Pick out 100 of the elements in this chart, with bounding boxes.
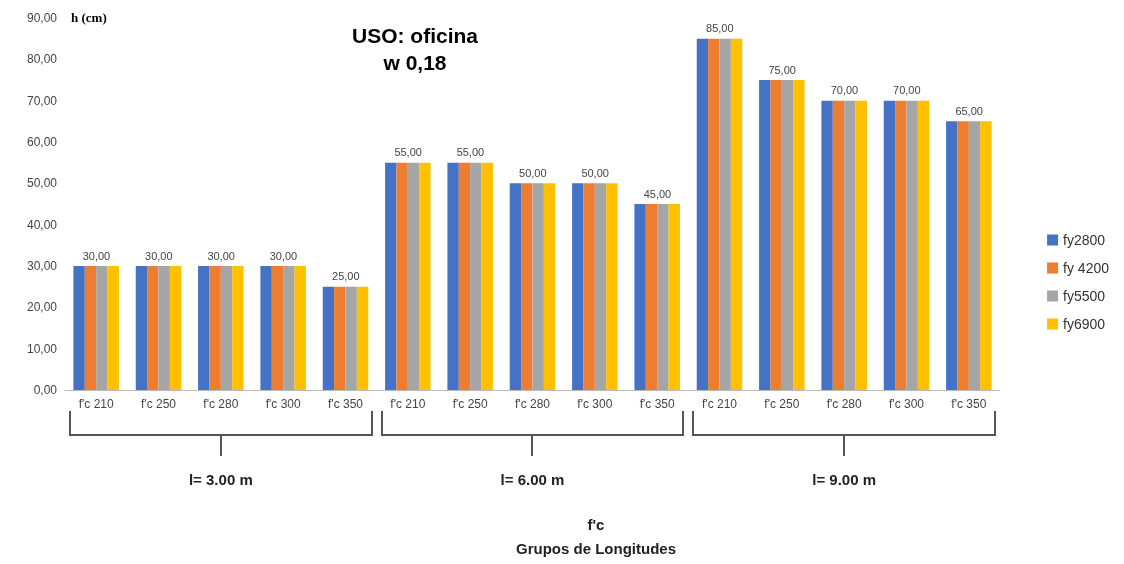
bar bbox=[470, 162, 482, 390]
bar bbox=[657, 204, 669, 390]
y-tick-label: 30,00 bbox=[26, 259, 58, 273]
text: l= 6.00 m bbox=[500, 471, 565, 488]
bar bbox=[385, 162, 397, 390]
x-tick-label: f'c 300 bbox=[265, 397, 301, 411]
x-tick-label: f'c 350 bbox=[328, 397, 364, 411]
text: w 0,18 bbox=[382, 51, 447, 74]
data-label: 30,00 bbox=[269, 249, 298, 262]
y-tick-label: 10,00 bbox=[26, 341, 58, 356]
legend-label: fy5500 bbox=[1063, 288, 1106, 304]
x-tick-label: f'c 250 bbox=[141, 397, 177, 411]
bar bbox=[895, 100, 907, 390]
legend-label: fy2800 bbox=[1063, 232, 1106, 248]
bar bbox=[458, 162, 471, 390]
data-label: 45,00 bbox=[643, 187, 672, 200]
bar bbox=[917, 100, 930, 390]
data-label: 50,00 bbox=[519, 166, 547, 179]
x-tick-label: f'c 350 bbox=[639, 397, 675, 411]
y-tick-label: 70,00 bbox=[26, 93, 58, 108]
x-tick-label: f'c 300 bbox=[889, 397, 925, 411]
bar bbox=[844, 100, 856, 390]
bar bbox=[396, 162, 408, 390]
bar bbox=[583, 183, 595, 390]
x-tick-label: f'c 280 bbox=[515, 397, 551, 411]
bar bbox=[419, 162, 431, 390]
x-tick-label: f'c 280 bbox=[826, 397, 862, 411]
x-tick-label: f'c 250 bbox=[452, 397, 488, 411]
chart-title: USO: oficina bbox=[351, 24, 479, 47]
bar bbox=[447, 162, 459, 390]
data-label: 55,00 bbox=[394, 146, 422, 159]
x-tick-label: f'c 350 bbox=[951, 397, 987, 411]
bar bbox=[271, 266, 284, 390]
bar bbox=[957, 121, 969, 390]
bar bbox=[781, 80, 794, 390]
bar bbox=[220, 266, 233, 390]
bar bbox=[334, 286, 346, 390]
bar bbox=[96, 266, 108, 390]
y-axis-title: h (cm) bbox=[71, 10, 107, 25]
bar bbox=[821, 100, 833, 390]
bar bbox=[730, 38, 743, 390]
bar bbox=[84, 266, 97, 390]
data-label: 55,00 bbox=[456, 146, 485, 159]
bar bbox=[521, 183, 533, 390]
legend-label: fy6900 bbox=[1063, 316, 1106, 332]
data-label: 50,00 bbox=[581, 166, 609, 179]
bar bbox=[708, 38, 720, 390]
bar bbox=[832, 100, 845, 390]
data-label: 30,00 bbox=[145, 249, 173, 262]
data-label: 25,00 bbox=[332, 270, 360, 283]
bar bbox=[345, 286, 357, 390]
bar bbox=[634, 204, 646, 390]
bar bbox=[906, 100, 918, 390]
bar bbox=[883, 100, 896, 390]
bar bbox=[532, 183, 544, 390]
bar bbox=[147, 266, 159, 390]
bar bbox=[719, 38, 731, 390]
bar bbox=[198, 266, 210, 390]
bar bbox=[668, 204, 680, 390]
text: l= 3.00 m bbox=[188, 471, 253, 488]
bar bbox=[696, 38, 709, 390]
bar bbox=[135, 266, 148, 390]
bar bbox=[946, 121, 958, 390]
data-label: 65,00 bbox=[955, 104, 983, 117]
x-tick-label: f'c 210 bbox=[702, 397, 738, 411]
bar bbox=[594, 183, 607, 390]
y-tick-label: 60,00 bbox=[26, 135, 58, 149]
y-tick-label: 90,00 bbox=[26, 11, 58, 25]
bar bbox=[209, 266, 221, 390]
bar bbox=[322, 286, 335, 390]
bar bbox=[509, 183, 522, 390]
bar bbox=[107, 266, 119, 390]
bar bbox=[481, 162, 493, 390]
bar bbox=[158, 266, 170, 390]
text: f'c bbox=[587, 516, 605, 533]
bar bbox=[73, 266, 85, 390]
bar bbox=[980, 121, 992, 390]
bar bbox=[283, 266, 295, 390]
bar bbox=[770, 80, 782, 390]
bar bbox=[294, 266, 306, 390]
data-label: 30,00 bbox=[82, 249, 111, 262]
data-label: 85,00 bbox=[706, 22, 734, 35]
bar bbox=[606, 183, 618, 390]
bar bbox=[759, 80, 771, 390]
y-tick-label: 50,00 bbox=[26, 176, 58, 191]
legend-label: fy 4200 bbox=[1063, 260, 1110, 276]
text: Grupos de Longitudes bbox=[516, 540, 676, 557]
bar bbox=[855, 100, 867, 390]
x-tick-label: f'c 250 bbox=[764, 397, 800, 411]
y-tick-label: 40,00 bbox=[26, 217, 58, 232]
x-tick-label: f'c 300 bbox=[577, 397, 613, 411]
text: l= 9.00 m bbox=[812, 471, 877, 488]
x-tick-label: f'c 280 bbox=[203, 397, 239, 411]
x-tick-label: f'c 210 bbox=[390, 397, 426, 411]
data-label: 70,00 bbox=[893, 84, 921, 97]
y-tick-label: 0,00 bbox=[33, 383, 58, 397]
bar bbox=[543, 183, 556, 390]
bar bbox=[260, 266, 272, 390]
bar bbox=[645, 204, 658, 390]
bar bbox=[169, 266, 182, 390]
